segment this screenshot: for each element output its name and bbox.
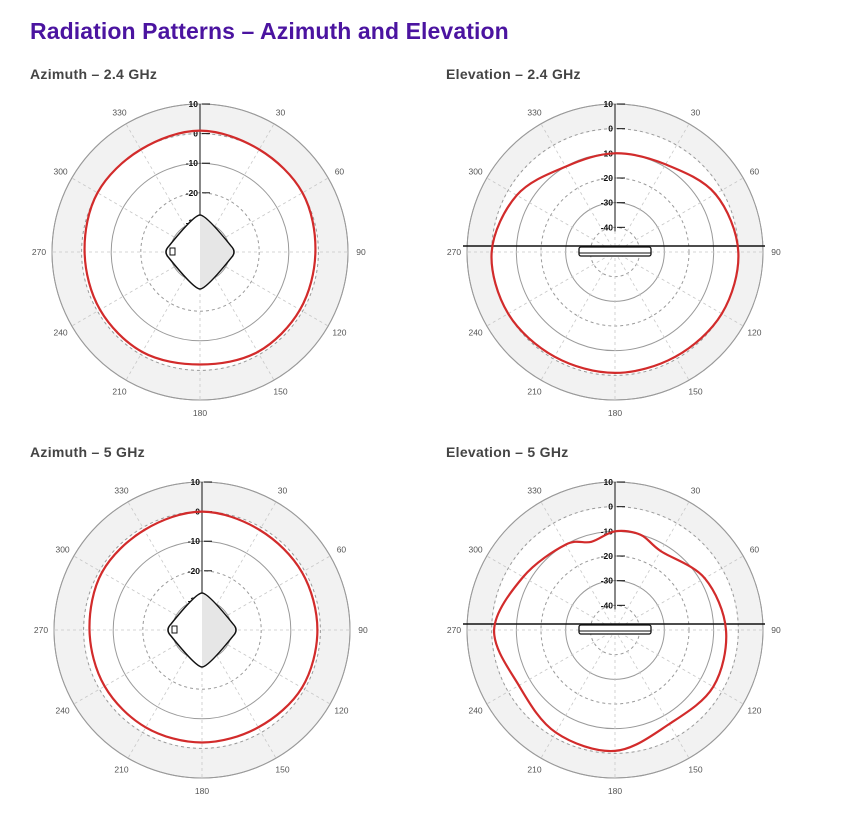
db-label--30: -30 [601, 198, 614, 208]
angle-label-210: 210 [527, 386, 541, 396]
angle-label-330: 330 [527, 486, 541, 496]
angle-label-210: 210 [112, 386, 126, 396]
db-label-0: 0 [193, 129, 198, 139]
angle-label-240: 240 [468, 328, 482, 338]
angle-label-30: 30 [691, 486, 701, 496]
angle-label-210: 210 [527, 764, 541, 774]
db-label--20: -20 [601, 551, 614, 561]
angle-label-60: 60 [335, 167, 345, 177]
pattern-curve-el24 [490, 152, 740, 374]
angle-label-240: 240 [468, 706, 482, 716]
angle-label-90: 90 [356, 247, 366, 257]
device-side-view [578, 624, 652, 635]
angle-label-90: 90 [771, 625, 781, 635]
device-port-icon [171, 625, 178, 634]
angle-label-300: 300 [468, 167, 482, 177]
db-label-0: 0 [608, 502, 613, 512]
angle-label-120: 120 [747, 328, 761, 338]
db-label-10: 10 [604, 477, 614, 487]
db-label--10: -10 [188, 536, 201, 546]
db-label--40: -40 [601, 222, 614, 232]
pattern-curve-az24 [83, 129, 317, 366]
db-label-10: 10 [604, 99, 614, 109]
db-label-10: 10 [189, 99, 199, 109]
angle-label-150: 150 [273, 386, 287, 396]
angle-label-30: 30 [278, 486, 288, 496]
angle-label-150: 150 [688, 386, 702, 396]
angle-label-270: 270 [447, 625, 461, 635]
db-label--20: -20 [601, 173, 614, 183]
plot-title-elevation-2-4: Elevation – 2.4 GHz [446, 66, 581, 82]
angle-label-180: 180 [195, 786, 209, 796]
angle-label-90: 90 [358, 625, 368, 635]
angle-label-30: 30 [691, 108, 701, 118]
angle-label-120: 120 [332, 328, 346, 338]
pattern-curve-el5 [492, 529, 728, 753]
plot-title-azimuth-5: Azimuth – 5 GHz [30, 444, 145, 460]
db-label--10: -10 [601, 526, 614, 536]
device-shade [200, 216, 233, 288]
angle-label-330: 330 [114, 486, 128, 496]
angle-label-60: 60 [750, 545, 760, 555]
db-label--40: -40 [601, 600, 614, 610]
angle-label-180: 180 [193, 408, 207, 418]
angle-label-270: 270 [32, 247, 46, 257]
angle-label-300: 300 [55, 545, 69, 555]
plot-title-elevation-5: Elevation – 5 GHz [446, 444, 569, 460]
angle-label-150: 150 [688, 764, 702, 774]
db-label--30: -30 [601, 576, 614, 586]
angle-label-240: 240 [55, 706, 69, 716]
angle-label-330: 330 [527, 108, 541, 118]
db-label--20: -20 [188, 566, 201, 576]
angle-label-180: 180 [608, 786, 622, 796]
db-label--20: -20 [186, 188, 199, 198]
plot-title-azimuth-2-4: Azimuth – 2.4 GHz [30, 66, 158, 82]
angle-label-120: 120 [334, 706, 348, 716]
angle-label-180: 180 [608, 408, 622, 418]
angle-label-300: 300 [53, 167, 67, 177]
angle-label-330: 330 [112, 108, 126, 118]
ring-az24 [81, 133, 319, 371]
angle-label-300: 300 [468, 545, 482, 555]
page-title: Radiation Patterns – Azimuth and Elevati… [30, 18, 509, 44]
angle-label-60: 60 [750, 167, 760, 177]
angle-label-270: 270 [447, 247, 461, 257]
ring-el5 [491, 506, 739, 754]
angle-label-120: 120 [747, 706, 761, 716]
pattern-curve-az5 [88, 510, 319, 744]
angle-label-150: 150 [275, 764, 289, 774]
angle-label-210: 210 [114, 764, 128, 774]
angle-label-30: 30 [276, 108, 286, 118]
db-label--10: -10 [186, 158, 199, 168]
angle-label-60: 60 [337, 545, 347, 555]
angle-label-270: 270 [34, 625, 48, 635]
angle-label-90: 90 [771, 247, 781, 257]
angle-label-240: 240 [53, 328, 67, 338]
device-shade [202, 594, 235, 666]
db-label-10: 10 [191, 477, 201, 487]
ring-az5 [83, 511, 321, 749]
device-port-icon [169, 247, 176, 256]
db-label-0: 0 [608, 124, 613, 134]
device-side-view [578, 246, 652, 257]
